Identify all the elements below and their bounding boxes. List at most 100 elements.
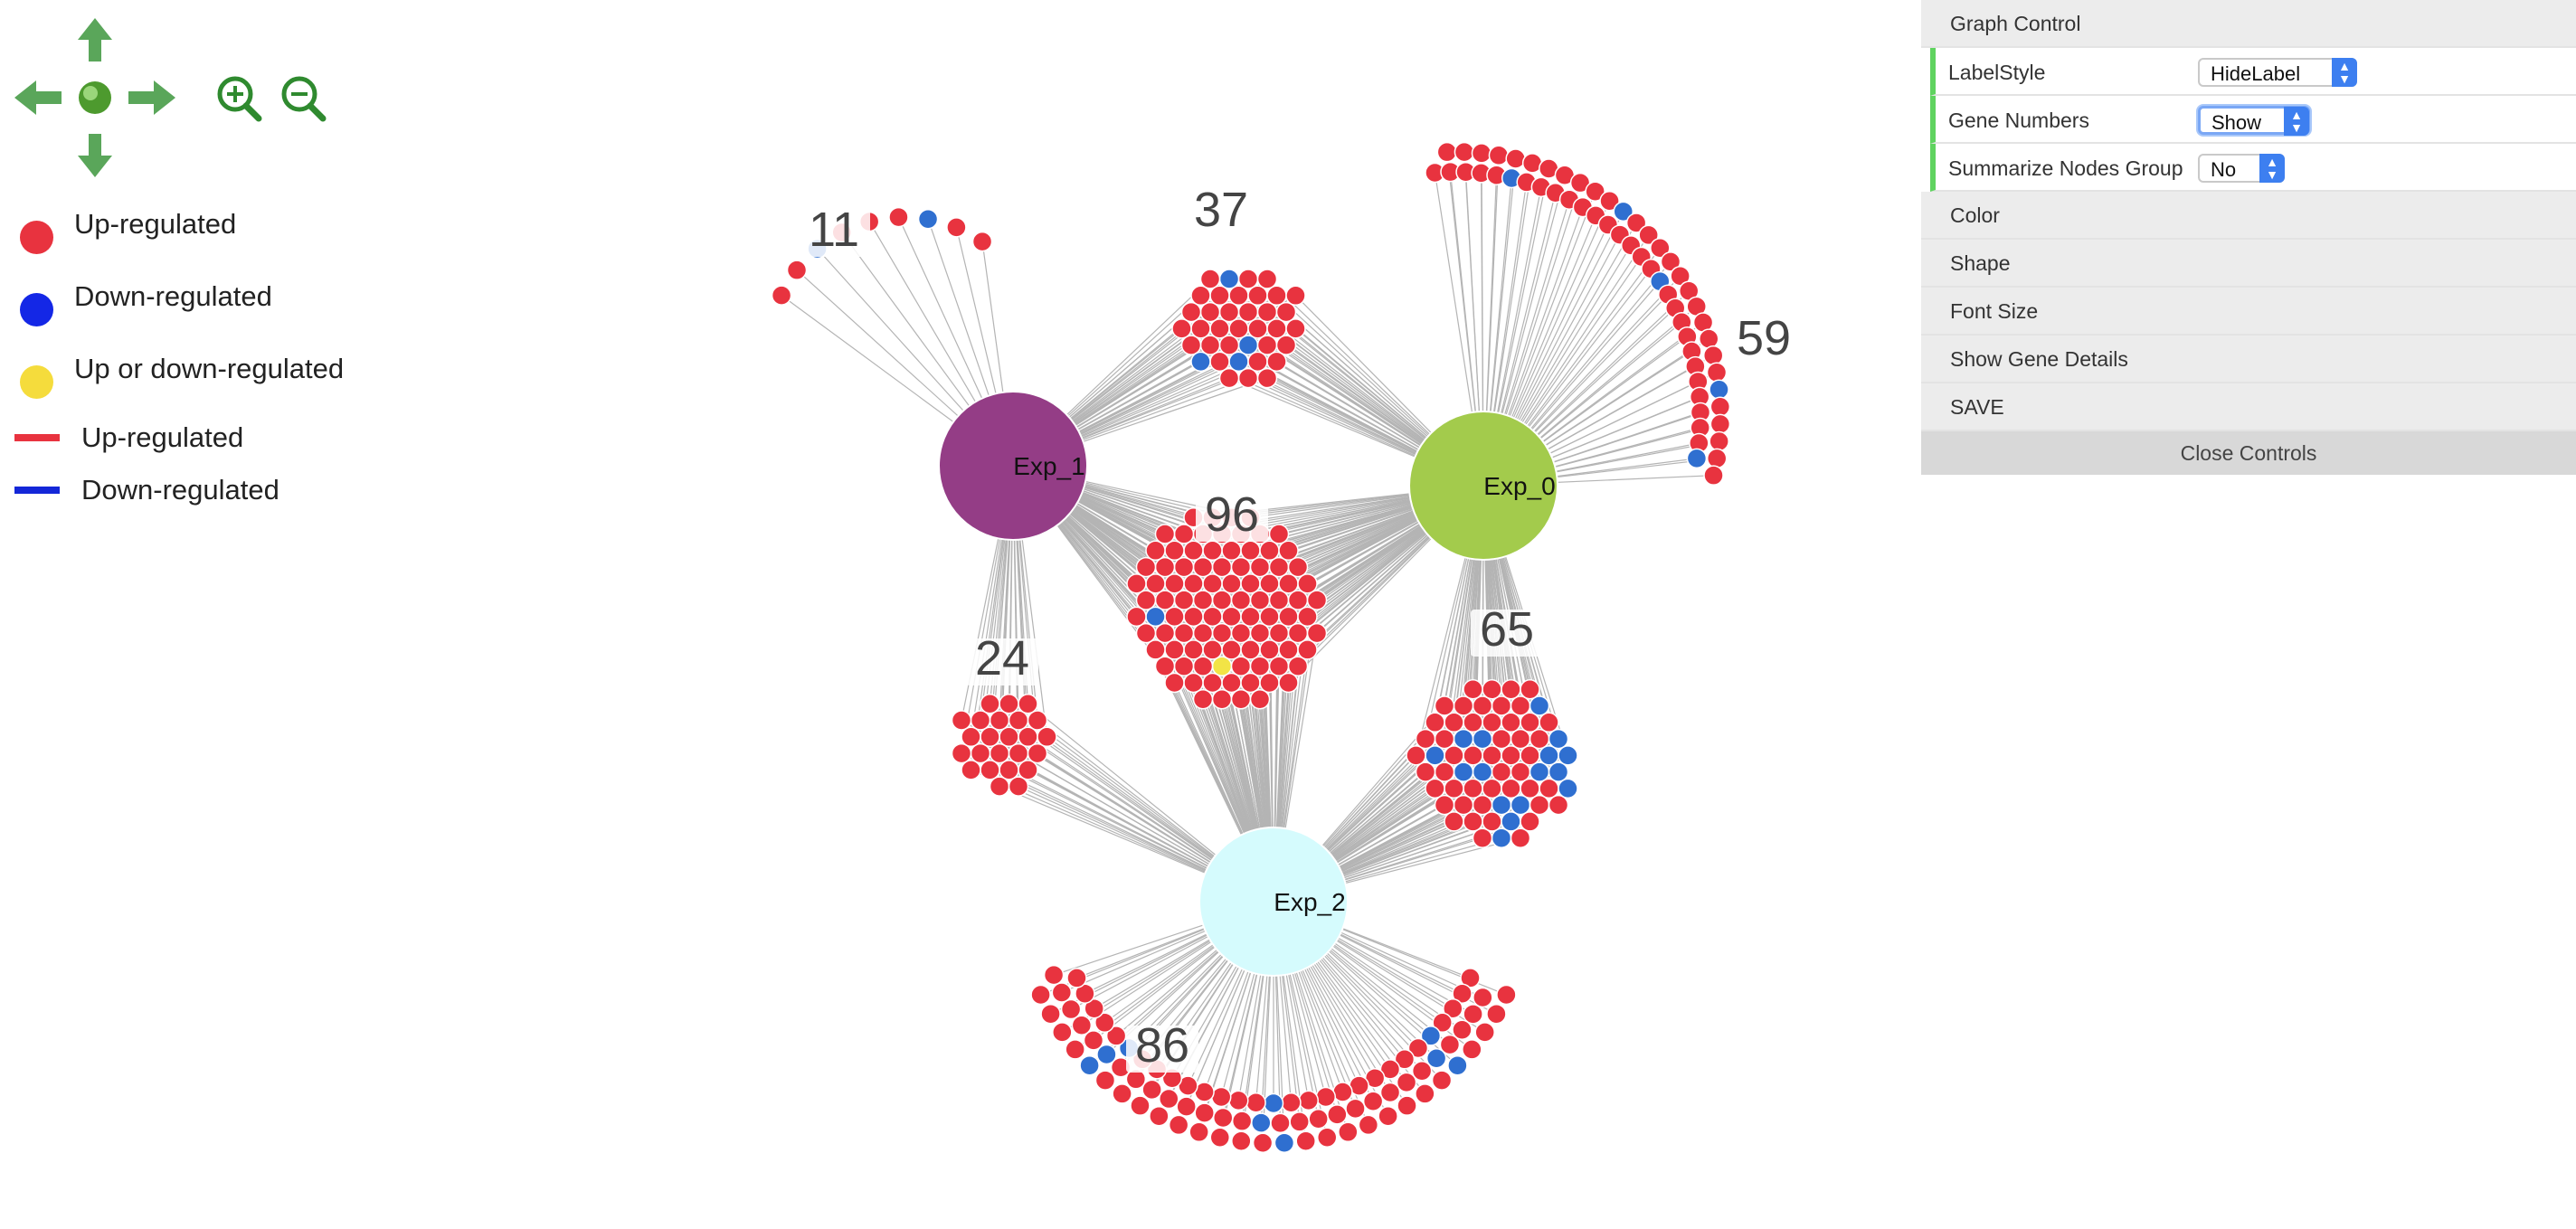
gene-node[interactable] (1202, 573, 1223, 594)
gene-node[interactable] (1473, 987, 1493, 1008)
gene-node[interactable] (1237, 367, 1259, 389)
gene-node[interactable] (1221, 606, 1242, 628)
gene-node[interactable] (1135, 590, 1157, 610)
gene-node[interactable] (1709, 396, 1731, 418)
gene-node[interactable] (1432, 1012, 1453, 1034)
gene-node[interactable] (1452, 983, 1473, 1004)
gene-node[interactable] (1145, 573, 1166, 594)
gene-node[interactable] (1439, 1034, 1461, 1055)
gene-node[interactable] (1256, 301, 1278, 323)
gene-node[interactable] (1251, 1112, 1272, 1133)
gene-node[interactable] (1454, 141, 1475, 163)
gene-node[interactable] (1008, 710, 1029, 731)
gene-node[interactable] (1548, 728, 1569, 750)
gene-node[interactable] (961, 726, 981, 748)
gene-node[interactable] (1230, 688, 1252, 710)
gene-node[interactable] (1173, 656, 1195, 676)
gene-node[interactable] (1173, 622, 1195, 644)
gene-node[interactable] (1199, 335, 1221, 355)
gene-node[interactable] (1268, 622, 1290, 644)
gene-node[interactable] (1486, 1003, 1507, 1025)
gene-node[interactable] (1289, 1111, 1310, 1132)
gene-node[interactable] (1295, 1130, 1316, 1151)
gene-node[interactable] (1027, 742, 1048, 764)
gene-node[interactable] (1491, 761, 1512, 782)
gene-node[interactable] (1209, 351, 1230, 373)
gene-node[interactable] (1230, 556, 1252, 578)
gene-node[interactable] (1141, 1079, 1162, 1101)
gene-node[interactable] (1501, 712, 1521, 733)
gene-node[interactable] (1650, 238, 1671, 259)
gene-node[interactable] (1231, 1130, 1252, 1151)
gene-node[interactable] (1221, 672, 1242, 694)
gene-node[interactable] (1192, 656, 1214, 676)
gene-node[interactable] (1240, 639, 1261, 660)
gene-node[interactable] (1379, 1082, 1401, 1103)
arrow-left-icon[interactable] (14, 80, 62, 115)
gene-node[interactable] (1275, 301, 1297, 323)
gene-node[interactable] (1052, 1022, 1073, 1043)
gene-node[interactable] (1463, 778, 1483, 799)
gene-node[interactable] (1539, 745, 1559, 766)
gene-node[interactable] (1406, 745, 1426, 766)
gene-node[interactable] (1112, 1083, 1132, 1104)
gene-node[interactable] (971, 231, 993, 252)
arrow-right-icon[interactable] (128, 80, 175, 115)
gene-node[interactable] (1183, 672, 1204, 694)
gene-node[interactable] (1297, 639, 1318, 660)
gene-node[interactable] (1338, 1121, 1359, 1143)
gene-node[interactable] (1268, 590, 1290, 610)
gene-node[interactable] (1211, 556, 1233, 578)
gene-node[interactable] (1431, 1070, 1453, 1091)
gene-node[interactable] (946, 217, 967, 238)
gene-node[interactable] (1154, 556, 1176, 578)
gene-node[interactable] (1209, 318, 1230, 339)
gene-node[interactable] (1247, 285, 1268, 307)
gene-node[interactable] (1249, 590, 1271, 610)
gene-node[interactable] (1192, 556, 1214, 578)
gene-node[interactable] (1520, 679, 1540, 700)
gene-node[interactable] (1218, 269, 1240, 289)
gene-node[interactable] (1425, 778, 1445, 799)
gene-node[interactable] (961, 760, 981, 780)
gene-node[interactable] (1256, 335, 1278, 355)
gene-node[interactable] (1211, 590, 1233, 610)
gene-node[interactable] (1259, 606, 1280, 628)
arrow-up-icon[interactable] (78, 18, 112, 61)
gene-node[interactable] (999, 726, 1019, 748)
folder-shape[interactable]: Shape (1921, 240, 2576, 288)
gene-node[interactable] (1411, 1060, 1433, 1082)
gene-node[interactable] (1228, 318, 1249, 339)
gene-node[interactable] (980, 694, 1000, 714)
gene-node[interactable] (1407, 1037, 1429, 1059)
gene-node[interactable] (1472, 794, 1493, 816)
gene-node[interactable] (1444, 712, 1464, 733)
gene-node[interactable] (1256, 367, 1278, 389)
gene-node[interactable] (1702, 345, 1724, 366)
gene-node[interactable] (1510, 728, 1531, 750)
experiment-node[interactable] (1198, 827, 1349, 977)
gene-node[interactable] (1447, 1054, 1468, 1076)
gene-node[interactable] (1268, 556, 1290, 578)
gene-node[interactable] (1037, 726, 1057, 748)
gene-node[interactable] (1520, 811, 1540, 832)
gene-node[interactable] (1237, 335, 1259, 355)
gene-node[interactable] (1126, 573, 1147, 594)
gene-node[interactable] (1065, 1039, 1085, 1060)
gene-node[interactable] (1194, 1102, 1215, 1123)
gene-node[interactable] (1278, 672, 1299, 694)
gene-node[interactable] (1040, 1003, 1061, 1025)
gene-node[interactable] (1698, 328, 1719, 349)
gene-node[interactable] (1030, 984, 1051, 1006)
gene-node[interactable] (1159, 1088, 1179, 1110)
gene-node[interactable] (1285, 285, 1306, 307)
gene-node[interactable] (1281, 1092, 1302, 1113)
gene-node[interactable] (1316, 1127, 1338, 1149)
label-style-select[interactable]: HideLabel ▲ ▼ (2198, 58, 2357, 87)
gene-node[interactable] (1709, 379, 1729, 400)
gene-node[interactable] (1491, 794, 1512, 816)
gene-node[interactable] (1071, 1015, 1093, 1035)
reset-icon[interactable] (79, 81, 111, 114)
gene-node[interactable] (1332, 1082, 1353, 1102)
gene-node[interactable] (1145, 540, 1166, 562)
